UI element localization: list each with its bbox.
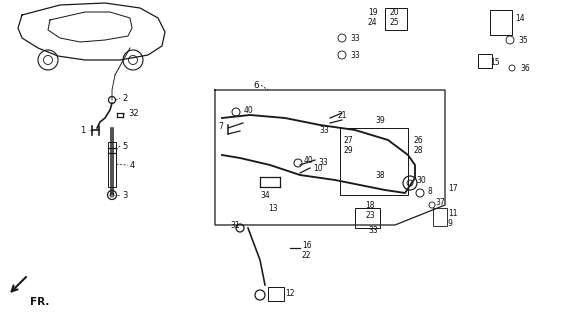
Text: 27: 27 xyxy=(344,135,354,145)
Text: 9: 9 xyxy=(448,219,453,228)
Text: 30: 30 xyxy=(416,175,426,185)
Text: 22: 22 xyxy=(302,251,312,260)
Bar xyxy=(490,10,512,35)
Text: 4: 4 xyxy=(130,161,135,170)
Text: 35: 35 xyxy=(518,36,528,44)
Text: 12: 12 xyxy=(285,289,294,298)
Bar xyxy=(385,8,407,30)
Text: 20: 20 xyxy=(390,7,400,17)
Text: FR.: FR. xyxy=(30,297,49,307)
Bar xyxy=(355,208,380,228)
Text: 26: 26 xyxy=(413,135,423,145)
Text: 10: 10 xyxy=(313,164,323,172)
Text: 16: 16 xyxy=(302,241,312,250)
Text: 33: 33 xyxy=(319,125,329,134)
Text: 40: 40 xyxy=(244,106,254,115)
Text: 34: 34 xyxy=(260,190,270,199)
Text: 2: 2 xyxy=(122,93,127,102)
Text: 33: 33 xyxy=(318,157,328,166)
Text: 7: 7 xyxy=(218,122,223,131)
Bar xyxy=(433,208,447,226)
Text: 28: 28 xyxy=(413,146,423,155)
Text: 25: 25 xyxy=(390,18,400,27)
Text: 37: 37 xyxy=(435,197,444,206)
Text: 14: 14 xyxy=(515,13,524,22)
Text: 23: 23 xyxy=(365,211,375,220)
Text: 17: 17 xyxy=(448,183,458,193)
Text: 1: 1 xyxy=(80,125,85,134)
Text: 5: 5 xyxy=(122,141,127,150)
Text: 38: 38 xyxy=(375,171,385,180)
Text: 15: 15 xyxy=(490,58,500,67)
Text: 24: 24 xyxy=(368,18,378,27)
Text: 31: 31 xyxy=(230,220,240,229)
Text: 8: 8 xyxy=(428,187,433,196)
Text: 29: 29 xyxy=(344,146,354,155)
Text: 11: 11 xyxy=(448,209,458,218)
Bar xyxy=(108,142,116,187)
Text: 33: 33 xyxy=(350,34,360,43)
Text: 39: 39 xyxy=(375,116,385,124)
Text: 33: 33 xyxy=(350,51,360,60)
Bar xyxy=(340,128,408,195)
Text: 21: 21 xyxy=(337,110,347,119)
Bar xyxy=(268,287,284,301)
Text: 3: 3 xyxy=(122,190,128,199)
Text: 18: 18 xyxy=(365,201,374,210)
Text: 13: 13 xyxy=(268,204,278,212)
Text: 6: 6 xyxy=(253,81,259,90)
Text: 40: 40 xyxy=(304,156,314,164)
Bar xyxy=(478,54,492,68)
Text: 19: 19 xyxy=(368,7,378,17)
Text: 32: 32 xyxy=(128,108,139,117)
Text: 33: 33 xyxy=(368,226,378,235)
Text: 36: 36 xyxy=(520,63,530,73)
